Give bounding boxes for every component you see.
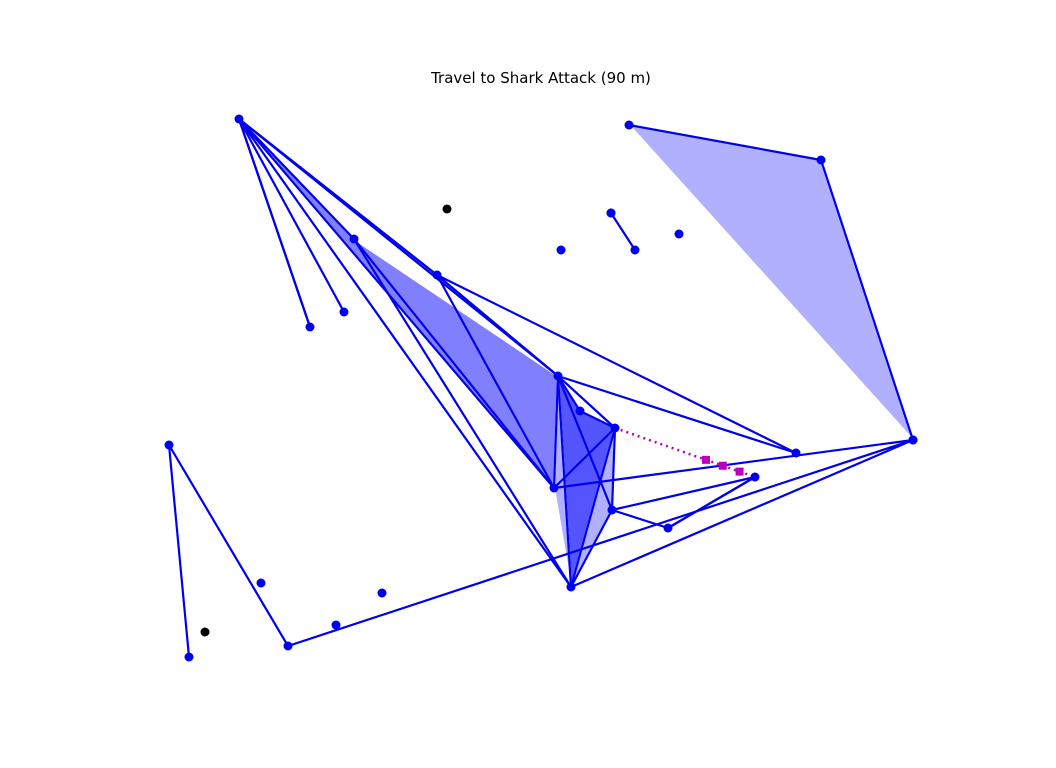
node-k [607, 505, 617, 515]
edge-e-g [552, 374, 560, 490]
edge-e-h [556, 374, 798, 455]
edge-e-f [556, 374, 573, 589]
node-l [184, 652, 194, 662]
edge-w-x [609, 211, 637, 252]
travel-path-line [614, 426, 756, 479]
node-z [674, 229, 684, 239]
edge-k-r [610, 508, 670, 530]
node-c2 [339, 307, 349, 317]
node-p [750, 472, 760, 482]
edge-a-c [237, 117, 356, 241]
node-b [432, 270, 442, 280]
edge-b-e [435, 273, 560, 378]
node-d [305, 322, 315, 332]
node-s [624, 120, 634, 130]
node-y [556, 245, 566, 255]
plot-title: Travel to Shark Attack (90 m) [431, 69, 651, 87]
node-m [164, 440, 174, 450]
edge-a-c2 [237, 117, 346, 314]
edge-e-i [556, 374, 582, 413]
travel-path [614, 426, 756, 479]
edge-b-g [435, 273, 556, 490]
travel-path-marker-2 [718, 461, 727, 470]
network-edges [167, 117, 915, 659]
node-w [606, 208, 616, 218]
edge-c-g [352, 237, 556, 490]
node-r [663, 523, 673, 533]
node-i [575, 406, 585, 416]
node-f2 [256, 578, 266, 588]
edge-j-f [569, 426, 617, 589]
node-t [816, 155, 826, 165]
edge-i-j [578, 409, 617, 430]
edge-j-k [610, 426, 617, 512]
travel-path-marker-1 [702, 455, 710, 464]
edge-a-g [237, 117, 556, 490]
node-g2 [377, 588, 387, 598]
node-c [349, 234, 359, 244]
edge-n-q [286, 438, 915, 648]
edge-l-m [167, 443, 191, 659]
edge-p-r [666, 475, 757, 530]
node-e [553, 371, 563, 381]
edge-b-h [435, 273, 798, 455]
edge-a-b [237, 117, 439, 277]
node-u [908, 435, 918, 445]
edge-s-t [627, 123, 823, 162]
node-ab [200, 627, 210, 637]
edge-e-j [556, 374, 617, 430]
node-f [566, 582, 576, 592]
edge-a-f [237, 117, 573, 589]
edge-j-g [552, 426, 617, 490]
node-n [283, 641, 293, 651]
edge-c-f [352, 237, 573, 589]
edge-g-q [552, 438, 915, 490]
travel-path-marker-3 [735, 467, 744, 476]
edge-a-d [237, 117, 312, 329]
node-aa [442, 204, 452, 214]
node-o [331, 620, 341, 630]
edge-k-p [610, 475, 757, 512]
edge-t-u [819, 158, 915, 442]
edge-m-n [167, 443, 290, 648]
edge-k-f [569, 508, 614, 589]
edge-f-q [569, 438, 915, 589]
node-a [234, 114, 244, 124]
network-nodes [164, 114, 918, 662]
edge-e-k [556, 374, 614, 512]
node-h [791, 448, 801, 458]
node-x [630, 245, 640, 255]
node-j [610, 423, 620, 433]
node-g [549, 483, 559, 493]
